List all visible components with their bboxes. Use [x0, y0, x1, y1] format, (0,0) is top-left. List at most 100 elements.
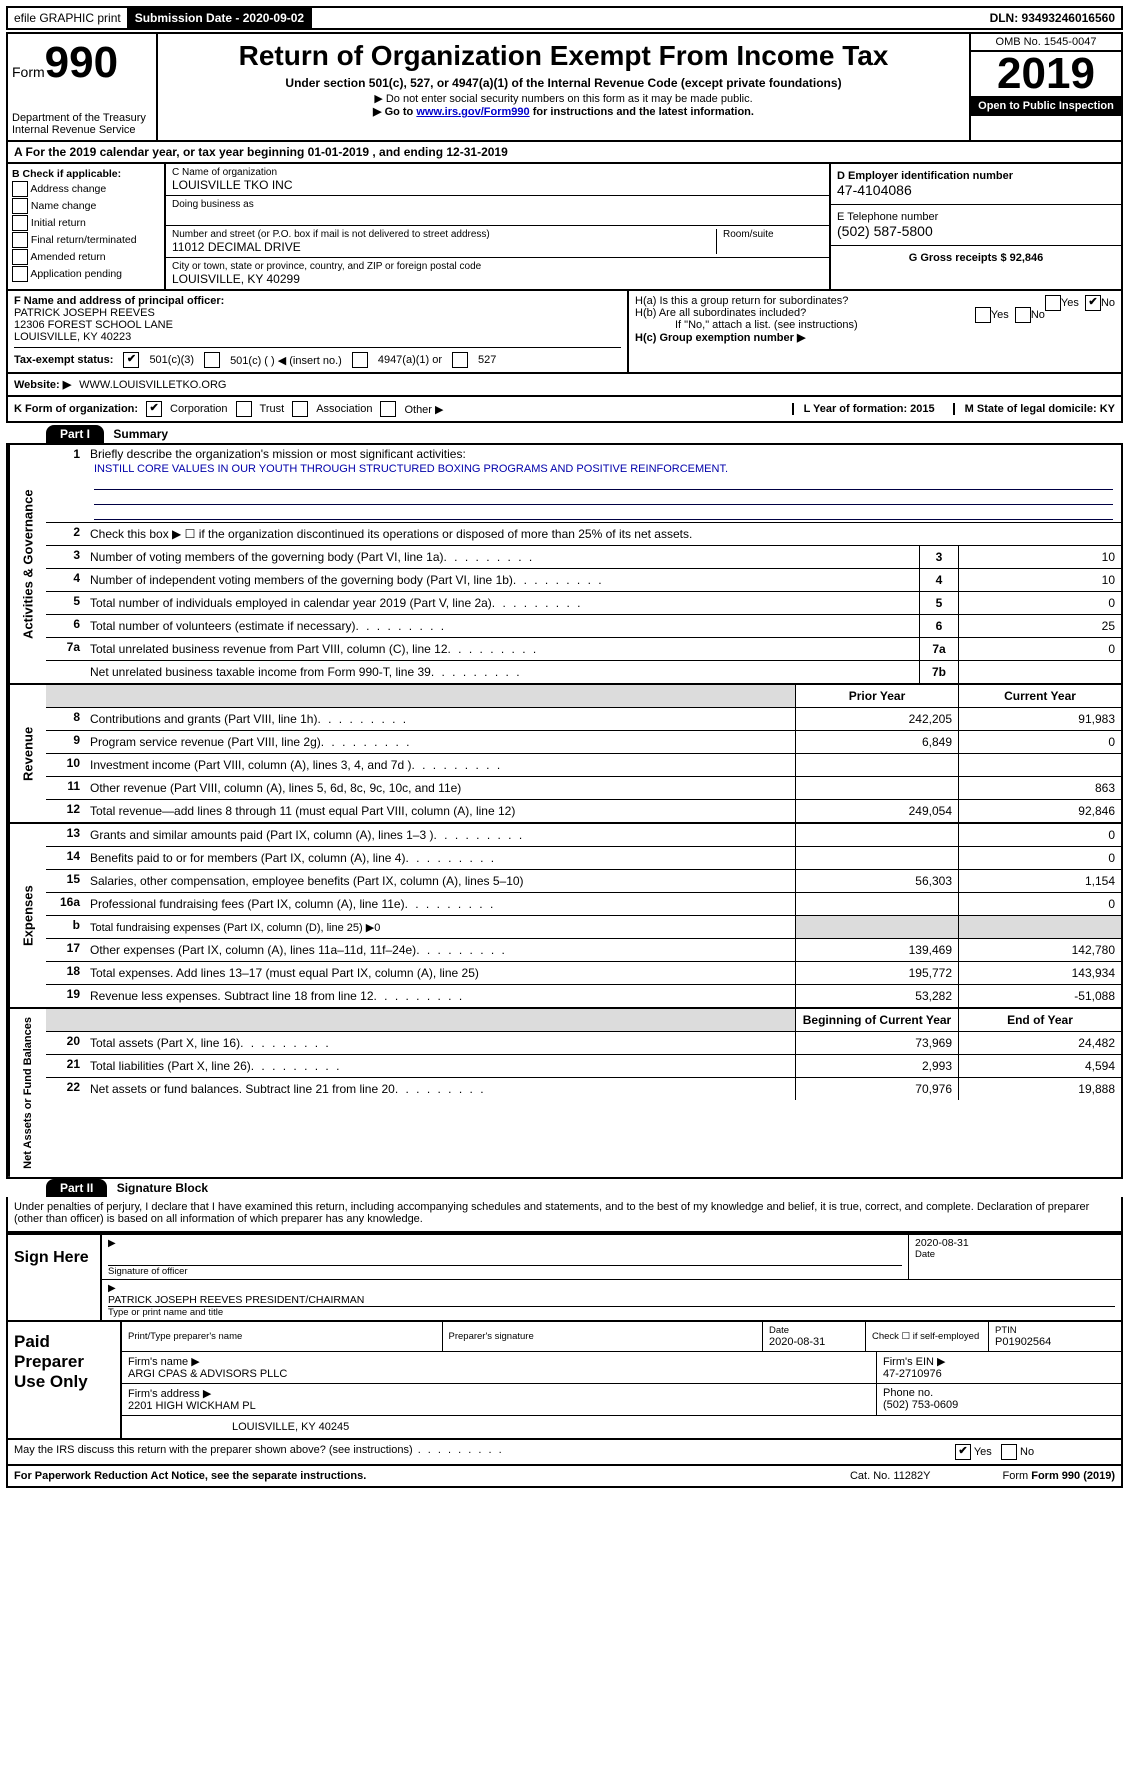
discuss-text: May the IRS discuss this return with the… — [8, 1440, 949, 1464]
l6-desc: Total number of volunteers (estimate if … — [86, 615, 919, 637]
firm-phone: (502) 753-0609 — [883, 1399, 1115, 1411]
firm-label: Firm's name ▶ — [128, 1355, 870, 1368]
l17-desc: Other expenses (Part IX, column (A), lin… — [86, 939, 795, 961]
l19-curr: -51,088 — [958, 985, 1121, 1007]
l4-val: 10 — [958, 569, 1121, 591]
chk-ha-yes[interactable] — [1045, 295, 1061, 311]
chk-hb-yes[interactable] — [975, 307, 991, 323]
j-label: Website: ▶ — [14, 378, 71, 391]
part-ii-title: Signature Block — [117, 1181, 208, 1195]
k-label: K Form of organization: — [14, 403, 138, 415]
pra-notice: For Paperwork Reduction Act Notice, see … — [8, 1466, 844, 1486]
header-left: Form990 Department of the Treasury Inter… — [8, 34, 158, 140]
chk-discuss-yes[interactable]: ✔ — [955, 1444, 971, 1460]
row-k-form-org: K Form of organization: ✔ Corporation Tr… — [6, 397, 1123, 423]
l7a-val: 0 — [958, 638, 1121, 660]
chk-corp[interactable]: ✔ — [146, 401, 162, 417]
l21-end: 4,594 — [958, 1055, 1121, 1077]
l7a-desc: Total unrelated business revenue from Pa… — [86, 638, 919, 660]
col-c-org: C Name of organization LOUISVILLE TKO IN… — [166, 164, 829, 289]
l10-curr — [958, 754, 1121, 776]
l15-desc: Salaries, other compensation, employee b… — [86, 870, 795, 892]
chk-4947[interactable] — [352, 352, 368, 368]
paid-preparer-label: Paid Preparer Use Only — [8, 1322, 122, 1438]
l5-desc: Total number of individuals employed in … — [86, 592, 919, 614]
form-subtitle: Under section 501(c), 527, or 4947(a)(1)… — [166, 76, 961, 90]
d-phone-label: E Telephone number — [837, 211, 1115, 223]
side-revenue: Revenue — [8, 685, 46, 822]
l16b-desc: Total fundraising expenses (Part IX, col… — [86, 916, 795, 938]
chk-amended-return[interactable]: Amended return — [12, 249, 160, 265]
prep-h2: Preparer's signature — [449, 1331, 757, 1342]
block-fh: F Name and address of principal officer:… — [6, 291, 1123, 374]
l9-prior: 6,849 — [795, 731, 958, 753]
submission-date-button[interactable]: Submission Date - 2020-09-02 — [129, 8, 312, 28]
row-i-tax-exempt: Tax-exempt status: ✔ 501(c)(3) 501(c) ( … — [14, 347, 621, 368]
l9-desc: Program service revenue (Part VIII, line… — [86, 731, 795, 753]
chk-application-pending[interactable]: Application pending — [12, 266, 160, 282]
chk-501c3[interactable]: ✔ — [123, 352, 139, 368]
l13-curr: 0 — [958, 824, 1121, 846]
form-label: Form — [12, 64, 45, 80]
chk-assoc[interactable] — [292, 401, 308, 417]
d-gross: G Gross receipts $ 92,846 — [837, 252, 1115, 264]
dln-label: DLN: 93493246016560 — [984, 8, 1121, 28]
head-end: End of Year — [958, 1009, 1121, 1031]
l12-desc: Total revenue—add lines 8 through 11 (mu… — [86, 800, 795, 822]
l6-val: 25 — [958, 615, 1121, 637]
chk-discuss-no[interactable] — [1001, 1444, 1017, 1460]
firm-addr1: 2201 HIGH WICKHAM PL — [128, 1400, 870, 1412]
firm-name: ARGI CPAS & ADVISORS PLLC — [128, 1368, 870, 1380]
prep-date: 2020-08-31 — [769, 1336, 859, 1348]
chk-initial-return[interactable]: Initial return — [12, 215, 160, 231]
l3-val: 10 — [958, 546, 1121, 568]
l7b-desc: Net unrelated business taxable income fr… — [86, 661, 919, 683]
head-curr: Current Year — [958, 685, 1121, 707]
l1-desc: Briefly describe the organization's miss… — [90, 447, 466, 461]
irs-link[interactable]: www.irs.gov/Form990 — [416, 106, 529, 118]
chk-other[interactable] — [380, 401, 396, 417]
chk-527[interactable] — [452, 352, 468, 368]
c-room-label: Room/suite — [723, 229, 823, 240]
chk-final-return[interactable]: Final return/terminated — [12, 232, 160, 248]
part-ii-wrap: Part II Signature Block — [6, 1179, 1123, 1197]
l18-prior: 195,772 — [795, 962, 958, 984]
officer-name-label: Type or print name and title — [108, 1307, 1115, 1318]
side-expenses: Expenses — [8, 824, 46, 1007]
chk-name-change[interactable]: Name change — [12, 198, 160, 214]
l4-desc: Number of independent voting members of … — [86, 569, 919, 591]
c-name-label: C Name of organization — [172, 167, 823, 178]
f-name: PATRICK JOSEPH REEVES — [14, 307, 621, 319]
dept-label: Department of the Treasury — [12, 112, 152, 124]
firm-ein: 47-2710976 — [883, 1368, 1115, 1380]
firm-addr2: LOUISVILLE, KY 40245 — [232, 1421, 1115, 1433]
side-governance: Activities & Governance — [8, 445, 46, 683]
h-c: H(c) Group exemption number ▶ — [635, 331, 1115, 344]
l20-desc: Total assets (Part X, line 16) — [86, 1032, 795, 1054]
chk-address-change[interactable]: Address change — [12, 181, 160, 197]
table-revenue: Revenue Prior YearCurrent Year 8Contribu… — [6, 685, 1123, 824]
block-bcd: B Check if applicable: Address change Na… — [6, 164, 1123, 291]
officer-name: PATRICK JOSEPH REEVES PRESIDENT/CHAIRMAN — [108, 1294, 1115, 1307]
c-addr-label: Number and street (or P.O. box if mail i… — [172, 229, 716, 240]
l16a-desc: Professional fundraising fees (Part IX, … — [86, 893, 795, 915]
table-expenses: Expenses 13Grants and similar amounts pa… — [6, 824, 1123, 1009]
chk-ha-no[interactable]: ✔ — [1085, 295, 1101, 311]
l-year: L Year of formation: 2015 — [792, 403, 945, 415]
b-heading: B Check if applicable: — [12, 168, 160, 180]
l19-desc: Revenue less expenses. Subtract line 18 … — [86, 985, 795, 1007]
table-net-assets: Net Assets or Fund Balances Beginning of… — [6, 1009, 1123, 1179]
prep-h4: Check ☐ if self-employed — [872, 1331, 982, 1342]
h-b: H(b) Are all subordinates included? Yes … — [635, 307, 1115, 319]
form-header: Form990 Department of the Treasury Inter… — [6, 32, 1123, 142]
prep-h3: Date — [769, 1325, 859, 1336]
form-title: Return of Organization Exempt From Incom… — [166, 40, 961, 72]
l14-desc: Benefits paid to or for members (Part IX… — [86, 847, 795, 869]
side-net-assets: Net Assets or Fund Balances — [8, 1009, 46, 1177]
chk-hb-no[interactable] — [1015, 307, 1031, 323]
chk-501c[interactable] — [204, 352, 220, 368]
table-governance: Activities & Governance 1 Briefly descri… — [6, 443, 1123, 685]
l11-desc: Other revenue (Part VIII, column (A), li… — [86, 777, 795, 799]
chk-trust[interactable] — [236, 401, 252, 417]
l17-curr: 142,780 — [958, 939, 1121, 961]
